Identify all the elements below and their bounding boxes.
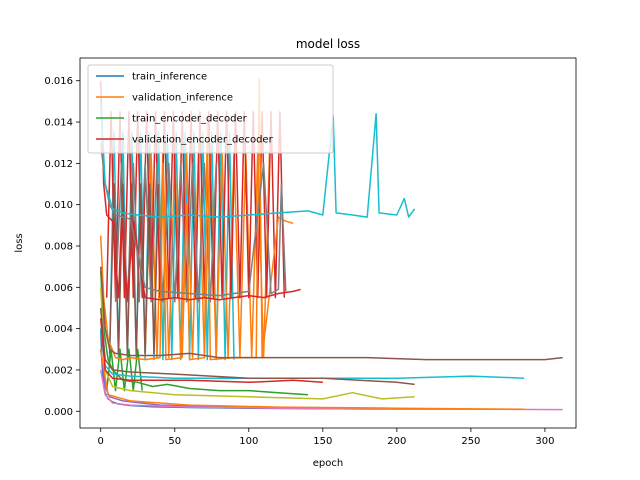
legend-label: validation_inference	[132, 93, 233, 104]
x-tick-label: 50	[168, 436, 181, 447]
series-line-13	[99, 318, 323, 384]
spike-series-line-1	[144, 152, 271, 359]
legend-label: train_inference	[132, 72, 207, 83]
series-line-3	[99, 80, 301, 301]
spike-series-line-4	[108, 183, 160, 355]
legend: train_inference validation_inferencetrain…	[87, 64, 334, 154]
y-axis-label: loss	[14, 233, 25, 252]
series-line-5	[99, 266, 563, 361]
series-line-8	[99, 287, 415, 400]
x-tick-label: 100	[239, 436, 258, 447]
y-tick-label: 0.006	[44, 283, 73, 294]
series-line-11	[99, 307, 415, 386]
plot-frame	[79, 57, 577, 429]
x-tick-label: 250	[461, 436, 480, 447]
series-line-7	[99, 142, 287, 297]
y-tick-label: 0.000	[44, 407, 73, 418]
x-tick-label: 0	[98, 436, 104, 447]
series-line-9	[99, 101, 416, 218]
series-line-1	[99, 77, 294, 361]
series-line-12	[99, 349, 525, 410]
series-layer	[99, 77, 563, 411]
spike-series-line-2	[105, 110, 286, 299]
y-tick-label: 0.008	[44, 241, 73, 252]
x-tick-label: 300	[535, 436, 554, 447]
x-tick-label: 150	[313, 436, 332, 447]
x-axis: 0 50 100 150 200 250 300	[98, 428, 554, 447]
y-tick-label: 0.002	[44, 365, 73, 376]
y-tick-label: 0.016	[44, 76, 73, 87]
series-line-2	[99, 270, 309, 396]
series-line-10	[99, 328, 525, 379]
y-tick-label: 0.010	[44, 200, 73, 211]
y-tick-label: 0.014	[44, 118, 73, 129]
legend-label: validation_encoder_decoder	[132, 135, 274, 146]
legend-box	[87, 64, 334, 154]
x-tick-label: 200	[387, 436, 406, 447]
y-tick-label: 0.012	[44, 159, 73, 170]
y-tick-label: 0.004	[44, 324, 73, 335]
legend-label: train_encoder_decoder	[132, 114, 248, 125]
y-axis: 0.000 0.002 0.004 0.006 0.008 0.010 0.012 0.014…	[44, 76, 80, 418]
x-axis-label: epoch	[313, 458, 343, 469]
spike-series-line-5	[105, 348, 143, 392]
chart-title: model loss	[296, 37, 360, 51]
